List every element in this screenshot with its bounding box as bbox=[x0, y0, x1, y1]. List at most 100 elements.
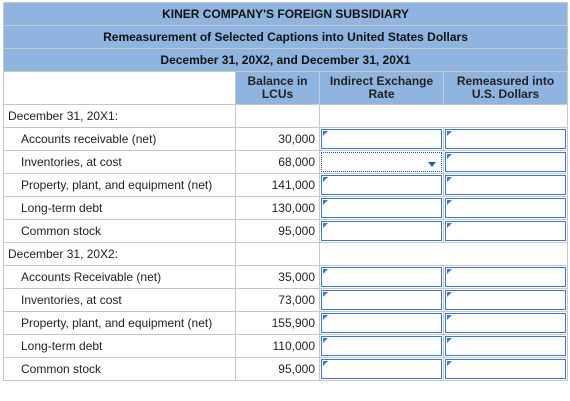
remeasured-header-line2: U.S. Dollars bbox=[471, 87, 540, 101]
exchange-rate-input[interactable] bbox=[321, 129, 442, 149]
remeasured-amount-cell[interactable] bbox=[443, 196, 568, 220]
remeasured-amount-cell[interactable] bbox=[443, 219, 568, 243]
row-balance: 95,000 bbox=[235, 357, 320, 381]
remeasured-header-line1: Remeasured into bbox=[456, 74, 555, 88]
remeasured-amount-cell[interactable] bbox=[443, 127, 568, 151]
table-row: Common stock 95,000 bbox=[3, 357, 568, 381]
remeasured-amount-cell[interactable] bbox=[443, 150, 568, 174]
row-caption: Common stock bbox=[3, 357, 236, 381]
table-row: Inventories, at cost 68,000 bbox=[3, 150, 568, 174]
dates-row: December 31, 20X2, and December 31, 20X1 bbox=[3, 48, 568, 72]
row-balance: 68,000 bbox=[235, 150, 320, 174]
remeasured-amount-input[interactable] bbox=[445, 267, 566, 287]
input-marker-icon bbox=[323, 315, 328, 320]
section-blank-cell bbox=[235, 104, 320, 128]
input-marker-icon bbox=[447, 361, 452, 366]
remeasured-amount-input[interactable] bbox=[445, 290, 566, 310]
input-marker-icon bbox=[323, 292, 328, 297]
remeasured-amount-cell[interactable] bbox=[443, 265, 568, 289]
row-balance: 130,000 bbox=[235, 196, 320, 220]
table-row: Accounts Receivable (net) 35,000 bbox=[3, 265, 568, 289]
row-balance: 73,000 bbox=[235, 288, 320, 312]
remeasurement-table: KINER COMPANY'S FOREIGN SUBSIDIARY Remea… bbox=[3, 2, 568, 381]
row-caption: Accounts receivable (net) bbox=[3, 127, 236, 151]
balance-header-line2: LCUs bbox=[261, 87, 294, 101]
table-title: KINER COMPANY'S FOREIGN SUBSIDIARY bbox=[3, 2, 568, 26]
chevron-down-icon[interactable] bbox=[428, 162, 436, 167]
row-balance: 110,000 bbox=[235, 334, 320, 358]
remeasured-amount-input[interactable] bbox=[445, 359, 566, 379]
exchange-rate-cell[interactable] bbox=[319, 127, 444, 151]
subtitle-row: Remeasurement of Selected Captions into … bbox=[3, 25, 568, 49]
column-header-row: Balance in LCUs Indirect Exchange Rate R… bbox=[3, 71, 568, 105]
row-balance: 95,000 bbox=[235, 219, 320, 243]
row-caption: Property, plant, and equipment (net) bbox=[3, 173, 236, 197]
remeasured-amount-cell[interactable] bbox=[443, 288, 568, 312]
exchange-rate-cell[interactable] bbox=[319, 150, 444, 174]
blank-header-cell bbox=[3, 71, 236, 105]
remeasured-amount-cell[interactable] bbox=[443, 173, 568, 197]
section-blank-span bbox=[319, 104, 568, 128]
row-caption: Inventories, at cost bbox=[3, 150, 236, 174]
exchange-rate-cell[interactable] bbox=[319, 311, 444, 335]
exchange-rate-input[interactable] bbox=[321, 267, 442, 287]
exchange-rate-input[interactable] bbox=[321, 198, 442, 218]
exchange-rate-input[interactable] bbox=[321, 313, 442, 333]
remeasured-amount-input[interactable] bbox=[445, 175, 566, 195]
exchange-rate-cell[interactable] bbox=[319, 173, 444, 197]
section-blank-cell bbox=[235, 242, 320, 266]
row-caption: Long-term debt bbox=[3, 334, 236, 358]
section-label: December 31, 20X2: bbox=[3, 242, 236, 266]
row-caption: Common stock bbox=[3, 219, 236, 243]
exchange-rate-cell[interactable] bbox=[319, 196, 444, 220]
exchange-rate-cell[interactable] bbox=[319, 288, 444, 312]
table-row: Accounts receivable (net) 30,000 bbox=[3, 127, 568, 151]
table-row: Property, plant, and equipment (net) 141,… bbox=[3, 173, 568, 197]
input-marker-icon bbox=[447, 200, 452, 205]
exchange-rate-input[interactable] bbox=[321, 359, 442, 379]
exchange-rate-input[interactable] bbox=[321, 290, 442, 310]
input-marker-icon bbox=[323, 131, 328, 136]
table-row: Common stock 95,000 bbox=[3, 219, 568, 243]
balance-header-line1: Balance in bbox=[247, 74, 308, 88]
exchange-rate-cell[interactable] bbox=[319, 357, 444, 381]
row-caption: Inventories, at cost bbox=[3, 288, 236, 312]
remeasured-amount-cell[interactable] bbox=[443, 311, 568, 335]
input-marker-icon bbox=[323, 200, 328, 205]
exchange-rate-dropdown[interactable] bbox=[321, 152, 442, 172]
remeasured-amount-cell[interactable] bbox=[443, 357, 568, 381]
row-balance: 155,900 bbox=[235, 311, 320, 335]
section-blank-span bbox=[319, 242, 568, 266]
row-balance: 35,000 bbox=[235, 265, 320, 289]
table-dates: December 31, 20X2, and December 31, 20X1 bbox=[3, 48, 568, 72]
input-marker-icon bbox=[323, 269, 328, 274]
balance-column-header: Balance in LCUs bbox=[235, 71, 320, 105]
remeasured-amount-input[interactable] bbox=[445, 129, 566, 149]
exchange-rate-input[interactable] bbox=[321, 221, 442, 241]
rate-header-line2: Rate bbox=[368, 87, 395, 101]
input-marker-icon bbox=[323, 361, 328, 366]
remeasured-amount-input[interactable] bbox=[445, 336, 566, 356]
remeasured-amount-input[interactable] bbox=[445, 221, 566, 241]
remeasured-amount-cell[interactable] bbox=[443, 334, 568, 358]
exchange-rate-cell[interactable] bbox=[319, 334, 444, 358]
row-caption: Long-term debt bbox=[3, 196, 236, 220]
exchange-rate-input[interactable] bbox=[321, 336, 442, 356]
exchange-rate-input[interactable] bbox=[321, 175, 442, 195]
remeasured-amount-input[interactable] bbox=[445, 313, 566, 333]
input-marker-icon bbox=[447, 177, 452, 182]
exchange-rate-cell[interactable] bbox=[319, 265, 444, 289]
input-marker-icon bbox=[447, 154, 452, 159]
remeasured-amount-input[interactable] bbox=[445, 198, 566, 218]
input-marker-icon bbox=[323, 177, 328, 182]
rate-header-line1: Indirect Exchange bbox=[329, 74, 434, 88]
row-balance: 30,000 bbox=[235, 127, 320, 151]
section-row: December 31, 20X1: bbox=[3, 104, 568, 128]
row-caption: Property, plant, and equipment (net) bbox=[3, 311, 236, 335]
row-balance: 141,000 bbox=[235, 173, 320, 197]
table-row: Long-term debt 130,000 bbox=[3, 196, 568, 220]
exchange-rate-cell[interactable] bbox=[319, 219, 444, 243]
remeasured-column-header: Remeasured into U.S. Dollars bbox=[443, 71, 568, 105]
remeasured-amount-input[interactable] bbox=[445, 152, 566, 172]
